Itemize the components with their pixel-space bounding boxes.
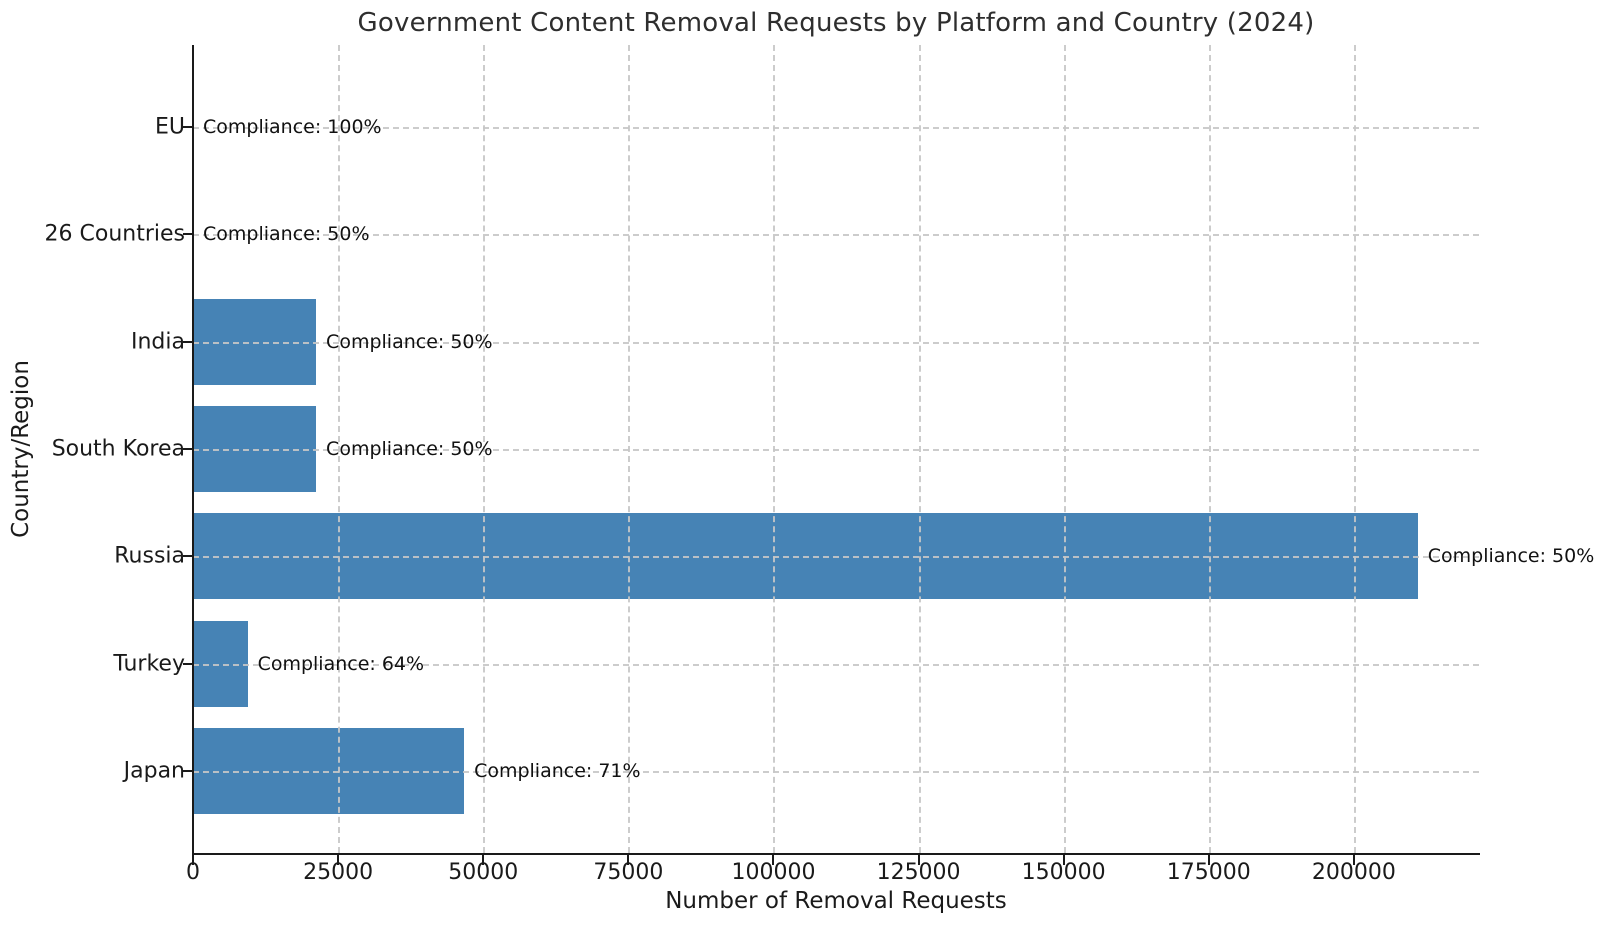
horizontal-gridline [193, 556, 1479, 559]
compliance-annotation: Compliance: 50% [326, 438, 493, 460]
compliance-annotation: Compliance: 50% [1427, 545, 1595, 568]
y-tick-mark [183, 555, 193, 558]
x-tick-mark [772, 855, 775, 865]
y-tick-label-eu: EU [154, 114, 185, 140]
y-tick-mark [183, 340, 193, 343]
compliance-annotation: Compliance: 64% [257, 652, 425, 675]
y-axis-spine [192, 45, 194, 855]
y-tick-label-26-countries: 26 Countries [44, 221, 185, 247]
x-tick-label: 0 [186, 860, 200, 885]
y-tick-label-india: India [131, 329, 185, 355]
horizontal-gridline [193, 771, 1479, 774]
chart-title: Government Content Removal Requests by P… [357, 8, 1315, 38]
horizontal-gridline [193, 341, 1479, 344]
plot-area: Compliance: 100% Compliance: 50% Complianc… [193, 45, 1594, 853]
y-tick-mark [183, 125, 193, 128]
x-tick-mark [337, 855, 340, 865]
x-tick-mark [917, 855, 920, 865]
x-tick-mark [627, 855, 630, 865]
horizontal-gridline [193, 449, 1479, 451]
x-tick-mark [1062, 855, 1065, 865]
x-axis-spine [192, 853, 1480, 855]
x-tick-mark [482, 855, 485, 865]
x-tick-mark [192, 855, 194, 865]
y-tick-label-south-korea: South Korea [51, 436, 185, 462]
horizontal-gridline [193, 126, 1479, 129]
compliance-annotation: Compliance: 50% [326, 330, 493, 353]
compliance-annotation: Compliance: 71% [474, 760, 641, 783]
x-axis-label: Number of Removal Requests [665, 888, 1007, 914]
x-tick-mark [1207, 855, 1210, 865]
horizontal-gridline [193, 234, 1479, 237]
horizontal-gridline [193, 663, 1479, 666]
compliance-annotation: Compliance: 100% [203, 115, 382, 138]
y-tick-mark [183, 770, 193, 773]
y-tick-mark [183, 448, 193, 450]
y-tick-mark [183, 233, 193, 236]
x-tick-mark [1352, 855, 1355, 865]
y-tick-label-japan: Japan [123, 758, 185, 784]
compliance-annotation: Compliance: 50% [203, 223, 370, 246]
y-tick-label-russia: Russia [114, 543, 185, 569]
y-tick-label-turkey: Turkey [113, 651, 185, 677]
y-tick-mark [183, 662, 193, 665]
